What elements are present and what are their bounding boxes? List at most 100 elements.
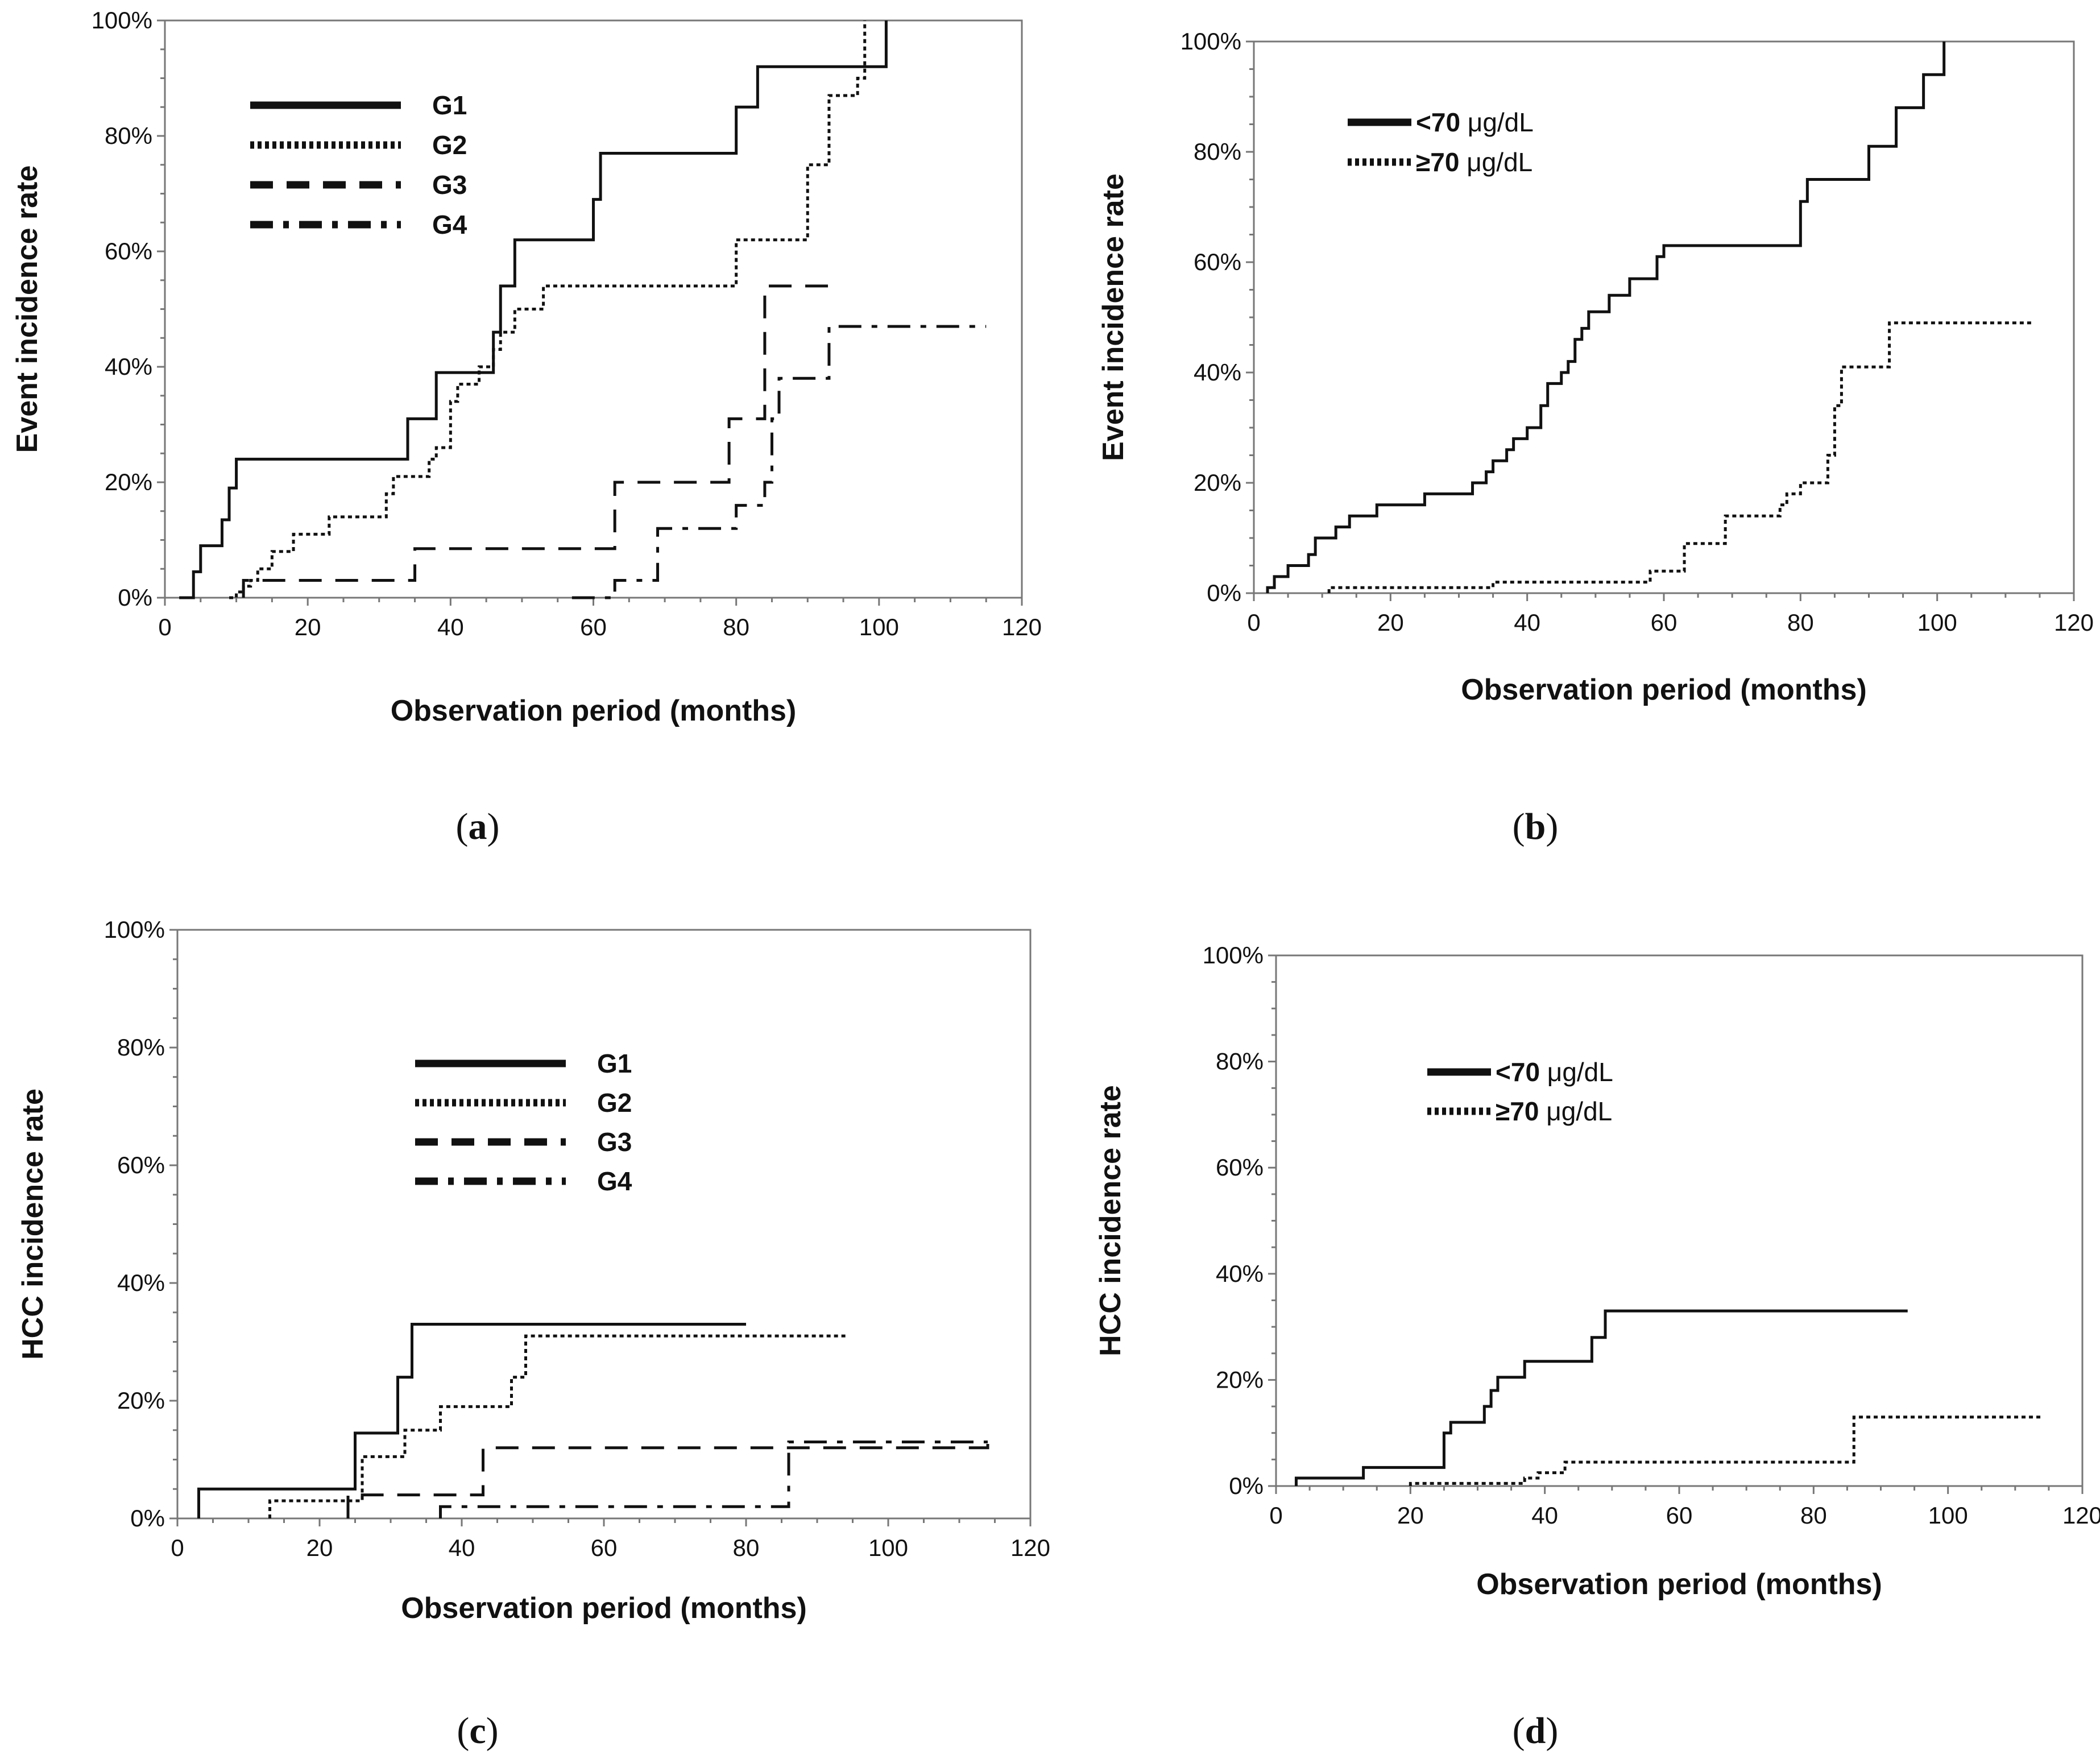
y-tick-label: 100% (92, 7, 152, 34)
y-tick-label: 80% (117, 1034, 165, 1061)
series-line-a-1 (179, 20, 888, 599)
x-tick-label: 120 (2062, 1502, 2100, 1529)
x-tick-label: 120 (1002, 614, 1042, 640)
y-tick-label: 100% (1203, 942, 1264, 969)
x-tick-label: 0 (158, 614, 171, 640)
x-tick-label: 100 (1917, 609, 1957, 636)
series-line-c-2 (268, 1334, 846, 1518)
x-tick-label: 100 (1928, 1502, 1968, 1529)
x-tick-label: 40 (437, 614, 464, 640)
panel-caption: (d) (1513, 1710, 1559, 1752)
x-tick-label: 0 (1247, 609, 1260, 636)
legend-label: G3 (597, 1127, 632, 1157)
x-axis-title: Observation period (months) (401, 1592, 807, 1625)
y-tick-label: 40% (1216, 1260, 1264, 1287)
legend-label: G4 (432, 210, 467, 239)
plot-frame (1275, 954, 2084, 1487)
x-tick-label: 40 (1531, 1502, 1558, 1529)
y-tick-label: 0% (130, 1505, 165, 1532)
x-tick-label: 0 (171, 1534, 184, 1561)
y-tick-label: 60% (105, 238, 152, 264)
plot-frame (176, 929, 1032, 1520)
y-tick-label: 20% (1216, 1366, 1264, 1393)
y-tick-label: 60% (1194, 249, 1241, 275)
x-tick-label: 20 (1377, 609, 1404, 636)
y-tick-label: 80% (105, 122, 152, 149)
legend-label-unit: μg/dL (1460, 107, 1534, 137)
legend-label: G2 (432, 130, 467, 160)
series-line-c-3 (346, 1442, 989, 1518)
x-tick-label: 100 (859, 614, 899, 640)
legend-label: G2 (597, 1088, 632, 1118)
legend-label: <70 μg/dL (1416, 107, 1534, 137)
x-tick-label: 40 (1514, 609, 1540, 636)
panel-b: 0% 20% 40% 60% 80% 100% 0 20 40 60 80 100 120 Observa… (1097, 28, 2094, 847)
y-tick-label: 0% (118, 584, 152, 611)
panel-caption-letter: d (1525, 1710, 1546, 1752)
series-line-c-1 (197, 1322, 746, 1518)
x-tick-label: 120 (2054, 609, 2094, 636)
y-axis-title: Event incidence rate (11, 165, 44, 453)
x-tick-label: 80 (1787, 609, 1814, 636)
series-line-d-2 (1409, 1416, 2043, 1486)
y-axis-title: Event incidence rate (1097, 173, 1130, 461)
y-tick-label: 0% (1207, 580, 1241, 606)
legend-label: G3 (432, 170, 467, 200)
legend-label: ≥70 μg/dL (1496, 1096, 1612, 1126)
y-tick-label: 20% (105, 469, 152, 495)
x-tick-label: 80 (733, 1534, 760, 1561)
series-line-b-2 (1327, 321, 2033, 593)
panel-c: 0% 20% 40% 60% 80% 100% 0 20 40 60 80 100 120 Observa… (16, 916, 1050, 1752)
legend-label-unit: μg/dL (1539, 1096, 1612, 1126)
x-tick-label: 60 (580, 614, 607, 640)
x-tick-label: 80 (723, 614, 749, 640)
panel-d: 0% 20% 40% 60% 80% 100% 0 20 40 60 80 100 120 Observa… (1094, 942, 2100, 1752)
legend-label: <70 μg/dL (1496, 1057, 1613, 1087)
legend-label-unit: μg/dL (1459, 147, 1532, 177)
series-line-a-2 (229, 20, 867, 599)
y-tick-label: 40% (117, 1269, 165, 1296)
series-line-a-4 (571, 325, 987, 599)
y-tick-label: 0% (1229, 1472, 1264, 1499)
x-tick-label: 60 (591, 1534, 618, 1561)
y-tick-label: 60% (117, 1152, 165, 1178)
legend-label-value: ≥70 (1416, 147, 1459, 177)
legend-label: G1 (597, 1049, 632, 1078)
panel-caption: (b) (1513, 806, 1559, 847)
x-axis-title: Observation period (months) (391, 694, 797, 727)
panel-caption-letter: a (469, 806, 487, 847)
series-line-b-1 (1266, 42, 1946, 593)
y-tick-label: 80% (1194, 138, 1241, 165)
y-tick-label: 100% (104, 916, 165, 943)
x-tick-label: 100 (868, 1534, 908, 1561)
x-tick-label: 0 (1269, 1502, 1282, 1529)
legend-label: ≥70 μg/dL (1416, 147, 1532, 177)
y-axis-title: HCC incidence rate (1094, 1085, 1127, 1356)
y-tick-label: 40% (1194, 359, 1241, 386)
y-tick-label: 100% (1181, 28, 1241, 55)
series-line-d-1 (1294, 1309, 1908, 1486)
legend-label: G1 (432, 90, 467, 120)
legend-label-value: ≥70 (1496, 1096, 1539, 1126)
x-tick-label: 80 (1800, 1502, 1827, 1529)
x-tick-label: 20 (306, 1534, 333, 1561)
y-tick-label: 40% (105, 353, 152, 380)
panel-caption-letter: c (469, 1710, 486, 1752)
panel-caption-letter: b (1525, 806, 1546, 847)
legend-label-unit: μg/dL (1540, 1057, 1613, 1087)
series-line-a-3 (242, 284, 836, 598)
x-tick-label: 60 (1666, 1502, 1693, 1529)
y-axis-title: HCC incidence rate (16, 1088, 49, 1360)
series-line-c-4 (439, 1440, 988, 1518)
x-tick-label: 60 (1651, 609, 1677, 636)
x-axis-title: Observation period (months) (1461, 673, 1867, 706)
panel-a: 0% 20% 40% 60% 80% 100% 0 20 40 60 80 100 120 Observa… (11, 7, 1042, 847)
y-tick-label: 60% (1216, 1154, 1264, 1181)
legend-label-value: <70 (1496, 1057, 1540, 1087)
x-tick-label: 20 (1397, 1502, 1424, 1529)
x-axis-title: Observation period (months) (1476, 1568, 1882, 1601)
y-tick-label: 80% (1216, 1048, 1264, 1075)
x-tick-label: 120 (1010, 1534, 1050, 1561)
legend-label: G4 (597, 1166, 632, 1196)
